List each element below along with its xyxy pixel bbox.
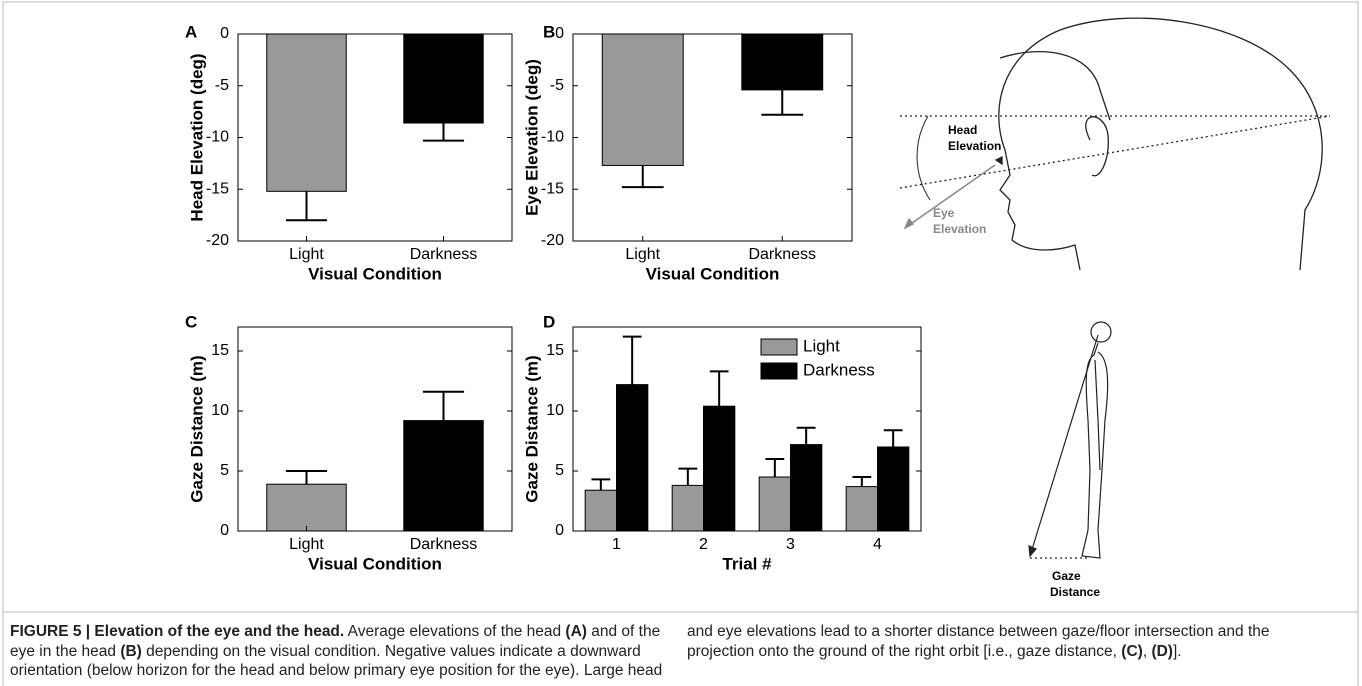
bar: [266, 33, 347, 192]
legend-swatch: [760, 338, 798, 356]
y-tick-label: 10: [546, 402, 564, 419]
panel-label: A: [185, 22, 197, 41]
y-axis-label: Gaze Distance (m): [187, 355, 206, 502]
bar: [601, 33, 684, 166]
caption-segment: Average elevations of the head: [344, 623, 566, 640]
x-tick-label: Light: [289, 246, 324, 263]
bar: [790, 444, 823, 532]
y-tick-label: 0: [220, 522, 229, 539]
caption-segment: depending on the visual condition. Negat…: [10, 623, 1270, 679]
bar: [703, 405, 736, 532]
plot-frame: [237, 33, 513, 242]
head-diagram: [899, 17, 1331, 271]
caption-segment: (A): [565, 623, 587, 640]
x-axis-label: Visual Condition: [308, 264, 442, 283]
bar: [758, 476, 791, 532]
x-tick-label: 3: [786, 536, 795, 553]
bar: [403, 420, 484, 532]
eye-elevation-label: Elevation: [933, 222, 986, 236]
caption-segment: (D): [1151, 642, 1173, 660]
y-tick-label: -10: [541, 129, 564, 146]
y-tick-label: 10: [211, 402, 229, 419]
x-tick-label: 2: [699, 536, 708, 553]
panel-label: D: [543, 312, 555, 331]
bar: [616, 384, 649, 532]
y-axis-label: Gaze Distance (m): [522, 355, 541, 502]
bar: [671, 484, 704, 532]
x-tick-label: 4: [873, 536, 882, 553]
y-tick-label: 0: [555, 25, 564, 42]
head-elevation-label: Head: [948, 123, 977, 137]
legend-swatch: [760, 362, 798, 380]
caption-segment: FIGURE 5 | Elevation of the eye and the …: [10, 623, 345, 640]
plot-frame: [237, 326, 513, 532]
x-tick-label: Darkness: [410, 246, 478, 263]
y-tick-label: -15: [541, 180, 564, 197]
gaze-distance-label: Distance: [1050, 585, 1100, 599]
plot-frame: [572, 326, 922, 532]
bar: [403, 33, 484, 124]
x-axis-label: Trial #: [722, 554, 772, 573]
y-tick-label: 5: [220, 462, 229, 479]
y-tick-label: 15: [546, 342, 564, 359]
y-tick-label: -5: [550, 77, 564, 94]
panel-label: C: [185, 312, 197, 331]
x-tick-label: Light: [289, 536, 324, 553]
legend-label: Darkness: [803, 360, 875, 379]
body-diagram: [1028, 321, 1112, 559]
caption: FIGURE 5 | Elevation of the eye and the …: [10, 622, 1340, 681]
gaze-distance-label: Gaze: [1052, 569, 1081, 583]
caption-segment: and of the eye in the head: [10, 623, 661, 660]
head-elevation-label: Elevation: [948, 139, 1001, 153]
plot-frame: [572, 33, 853, 242]
bar: [266, 483, 347, 532]
eye-elevation-label: Eye: [933, 206, 955, 220]
x-axis-label: Visual Condition: [646, 264, 780, 283]
y-axis-label: Head Elevation (deg): [187, 53, 206, 221]
x-axis-label: Visual Condition: [308, 554, 442, 573]
y-tick-label: 5: [555, 462, 564, 479]
caption-segment: ].: [1172, 642, 1182, 660]
y-tick-label: 0: [220, 25, 229, 42]
bar: [741, 33, 824, 91]
x-tick-label: Darkness: [748, 246, 816, 263]
y-tick-label: 15: [211, 342, 229, 359]
bar: [584, 489, 617, 532]
caption-segment: ,: [1142, 642, 1152, 660]
x-tick-label: 1: [612, 536, 621, 553]
y-tick-label: -20: [206, 232, 229, 249]
y-tick-label: -5: [215, 77, 229, 94]
bar: [845, 486, 878, 532]
y-tick-label: 0: [555, 522, 564, 539]
y-tick-label: -10: [206, 129, 229, 146]
x-tick-label: Light: [625, 246, 660, 263]
y-tick-label: -15: [206, 180, 229, 197]
panel-label: B: [543, 22, 555, 41]
bar: [877, 446, 910, 532]
caption-segment: (C): [1121, 642, 1143, 660]
y-tick-label: -20: [541, 232, 564, 249]
x-tick-label: Darkness: [410, 536, 478, 553]
y-axis-label: Eye Elevation (deg): [522, 59, 541, 216]
legend-label: Light: [803, 336, 840, 355]
caption-segment: (B): [120, 642, 142, 660]
